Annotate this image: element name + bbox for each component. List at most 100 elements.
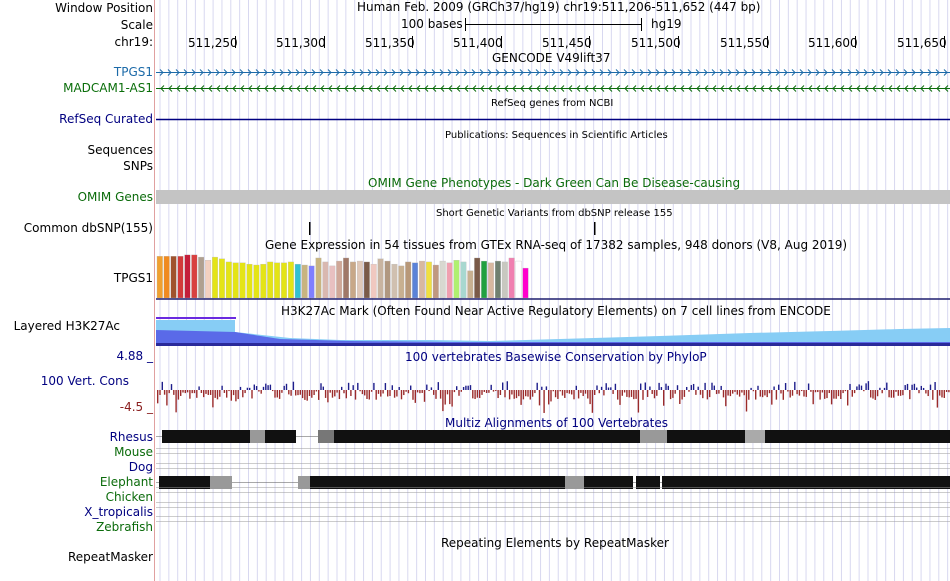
sequences-label[interactable]: Sequences <box>87 143 153 157</box>
phylop-positive-bar <box>649 386 651 390</box>
phylop-negative-bar <box>297 390 299 396</box>
phylop-negative-bar <box>897 390 899 396</box>
phylop-negative-bar <box>382 390 384 394</box>
phylop-negative-bar <box>421 390 423 393</box>
phylop-positive-bar <box>794 381 796 390</box>
phylop-negative-bar <box>350 390 352 396</box>
refseq-curated-label[interactable]: RefSeq Curated <box>59 112 153 126</box>
phylop-negative-bar <box>529 390 531 400</box>
multiz-elephant-block <box>298 476 310 489</box>
species-label-chicken[interactable]: Chicken <box>105 490 153 504</box>
phylop-negative-bar <box>244 390 246 394</box>
phylop-positive-bar <box>341 386 343 390</box>
phylop-negative-bar <box>814 390 817 393</box>
phylop-positive-bar <box>469 385 472 390</box>
phylop-negative-bar <box>518 390 520 397</box>
gene-label-madcam1-as1[interactable]: MADCAM1-AS1 <box>63 81 153 95</box>
ruler-tick-label: 511,500 <box>631 36 681 50</box>
phylop-negative-bar <box>405 390 407 392</box>
gene-label-tpgs1[interactable]: TPGS1 <box>113 65 153 79</box>
snps-label[interactable]: SNPs <box>123 159 153 173</box>
phylop-negative-bar <box>525 390 527 397</box>
multiz-rhesus-block <box>765 430 950 443</box>
phylop-negative-bar <box>345 390 347 399</box>
phylop-positive-bar <box>644 382 646 390</box>
ruler-tick-label: 511,650 <box>897 36 947 50</box>
phylop-negative-bar <box>833 390 835 399</box>
multiz-rhesus-block <box>745 430 765 443</box>
ruler-tick-label: 511,400 <box>453 36 503 50</box>
gtex-tissue-bar <box>488 262 494 299</box>
phylop-positive-bar <box>856 386 858 390</box>
phylop-negative-bar <box>656 390 658 396</box>
phylop-negative-bar <box>890 390 893 398</box>
species-label-mouse[interactable]: Mouse <box>114 445 153 459</box>
species-label-elephant[interactable]: Elephant <box>99 475 153 489</box>
phylop-negative-bar <box>511 390 513 395</box>
phylop-negative-bar <box>483 390 485 392</box>
species-label-zebrafish[interactable]: Zebrafish <box>96 520 153 534</box>
phylop-track-label[interactable]: 100 Vert. Cons <box>40 374 129 388</box>
multiz-rhesus-block <box>162 430 250 443</box>
gtex-tissue-bar <box>205 260 212 299</box>
phylop-negative-bar <box>343 390 345 394</box>
phylop-negative-bar <box>370 390 373 392</box>
gtex-tissue-bar <box>294 263 301 299</box>
repeatmasker-label[interactable]: RepeatMasker <box>67 550 153 564</box>
phylop-negative-bar <box>260 390 262 394</box>
phylop-positive-bar <box>692 383 695 390</box>
gtex-tissue-bar <box>156 256 163 299</box>
ruler-tick-label: 511,250 <box>188 36 238 50</box>
phylop-positive-bar <box>711 382 713 390</box>
phylop-negative-bar <box>557 390 559 399</box>
species-label-dog[interactable]: Dog <box>128 460 153 474</box>
phylop-negative-bar <box>925 390 927 394</box>
omim-genes-label[interactable]: OMIM Genes <box>77 190 153 204</box>
gtex-gene-label[interactable]: TPGS1 <box>113 271 153 285</box>
phylop-negative-bar <box>444 390 446 405</box>
phylop-positive-bar <box>610 387 612 390</box>
common-dbsnp-label[interactable]: Common dbSNP(155) <box>23 221 153 235</box>
phylop-positive-bar <box>410 385 412 390</box>
phylop-negative-bar <box>414 390 416 403</box>
phylop-positive-bar <box>665 383 667 390</box>
phylop-negative-bar <box>573 390 575 400</box>
phylop-negative-bar <box>479 390 481 399</box>
phylop-negative-bar <box>177 390 180 400</box>
phylop-positive-bar <box>462 386 465 390</box>
phylop-negative-bar <box>334 390 336 397</box>
phylop-negative-bar <box>458 390 460 396</box>
phylop-positive-bar <box>357 382 359 390</box>
phylop-positive-bar <box>262 386 265 390</box>
phylop-positive-bar <box>658 382 660 390</box>
phylop-positive-bar <box>778 384 780 390</box>
gtex-tissue-bar <box>453 260 460 299</box>
layered-h3k27ac-label[interactable]: Layered H3K27Ac <box>13 319 120 333</box>
phylop-positive-bar <box>249 387 251 390</box>
phylop-positive-bar <box>934 382 936 390</box>
phylop-negative-bar <box>633 390 635 400</box>
multiz-rhesus-block <box>640 430 650 443</box>
phylop-negative-bar <box>368 390 370 400</box>
phylop-negative-bar <box>761 390 764 398</box>
phylop-negative-bar <box>564 390 566 398</box>
phylop-positive-bar <box>879 387 881 390</box>
gtex-tissue-bar <box>412 262 419 299</box>
gtex-tissue-bar <box>301 264 308 299</box>
phylop-negative-bar <box>870 390 872 398</box>
phylop-negative-bar <box>219 390 221 397</box>
species-label-rhesus[interactable]: Rhesus <box>109 430 153 444</box>
phylop-negative-bar <box>709 390 711 398</box>
phylop-negative-bar <box>527 390 529 397</box>
species-label-x-tropicalis[interactable]: X_tropicalis <box>84 505 153 519</box>
phylop-positive-bar <box>467 385 469 390</box>
phylop-negative-bar <box>594 390 596 395</box>
phylop-positive-bar <box>607 387 610 390</box>
phylop-positive-bar <box>660 387 663 390</box>
phylop-track-title: 100 vertebrates Basewise Conservation by… <box>405 350 707 364</box>
phylop-negative-bar <box>308 390 311 396</box>
multiz-rhesus-block <box>650 430 667 443</box>
phylop-negative-bar <box>433 390 435 395</box>
phylop-negative-bar <box>591 390 594 413</box>
